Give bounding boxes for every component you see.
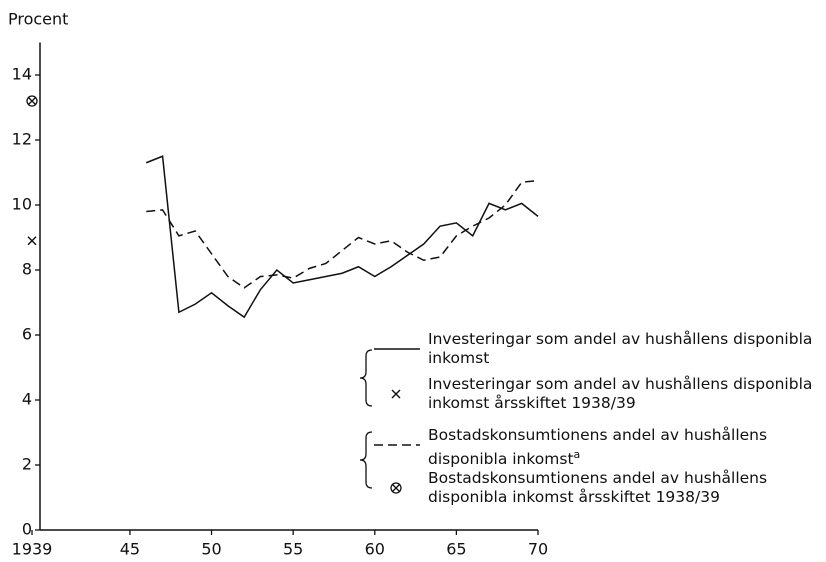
legend-label: Bostadskonsumtionens andel av hushållens… <box>428 469 768 506</box>
x-tick-label: 65 <box>446 540 466 559</box>
marker-x <box>391 389 401 399</box>
series-line <box>145 155 539 319</box>
legend-entry: Investeringar som andel av hushållens di… <box>428 330 818 368</box>
marker-circle-cross <box>390 482 402 494</box>
y-tick-label: 10 <box>12 195 32 214</box>
legend-label: Investeringar som andel av hushållens di… <box>428 375 813 412</box>
x-tick-label: 45 <box>120 540 140 559</box>
brace <box>359 431 373 489</box>
legend-label: Investeringar som andel av hushållens di… <box>428 330 813 367</box>
marker-circle-cross <box>26 95 38 107</box>
brace <box>359 349 373 407</box>
legend-entry: Bostadskonsumtionens andel av hushållens… <box>428 426 818 469</box>
footnote-marker: a <box>573 448 581 461</box>
y-tick-label: 2 <box>22 455 32 474</box>
y-tick-label: 0 <box>22 520 32 539</box>
y-tick-label: 12 <box>12 130 32 149</box>
legend-entry: Investeringar som andel av hushållens di… <box>428 375 818 413</box>
x-tick-label: 60 <box>365 540 385 559</box>
marker-x <box>27 236 37 246</box>
y-tick-label: 8 <box>22 260 32 279</box>
legend-label: Bostadskonsumtionens andel av hushållens… <box>428 426 768 469</box>
legend-entry: Bostadskonsumtionens andel av hushållens… <box>428 469 818 507</box>
x-tick-label: 55 <box>283 540 303 559</box>
x-tick-label: 1939 <box>12 540 53 559</box>
y-axis-label: Procent <box>8 10 68 29</box>
x-tick-label: 70 <box>528 540 548 559</box>
y-tick-label: 14 <box>12 65 32 84</box>
y-tick-label: 6 <box>22 325 32 344</box>
x-tick-label: 50 <box>201 540 221 559</box>
series-line <box>146 179 539 289</box>
y-tick-label: 4 <box>22 390 32 409</box>
